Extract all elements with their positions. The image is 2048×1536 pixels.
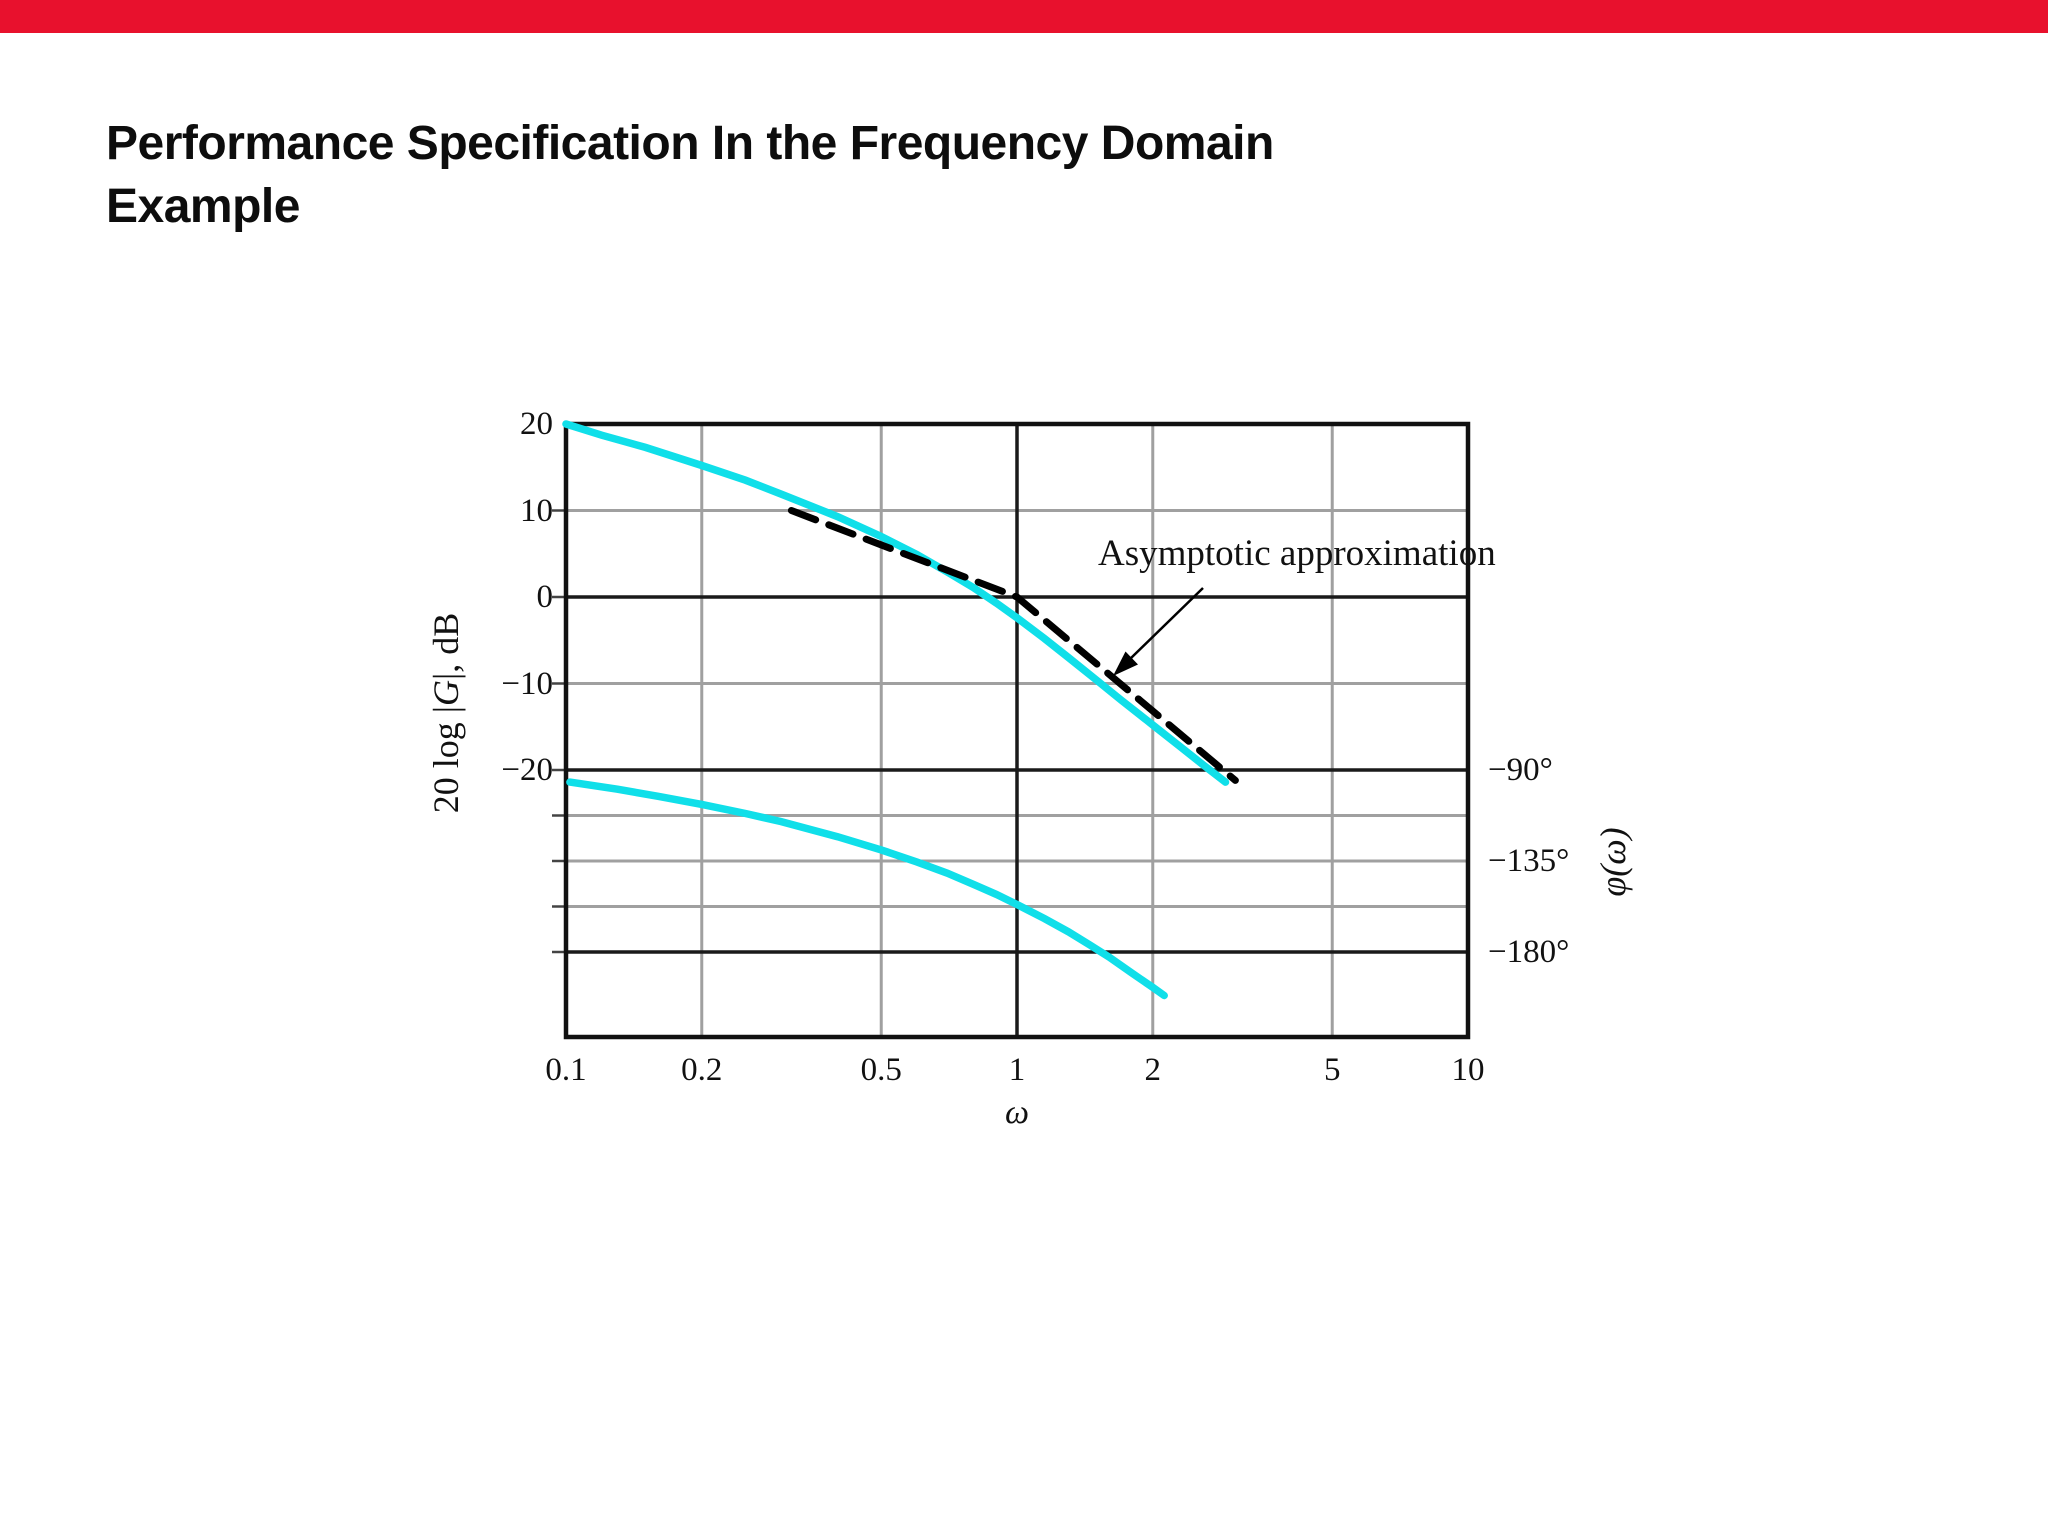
mag-tick-label: 10 bbox=[520, 492, 553, 529]
slide-title-line1: Performance Specification In the Frequen… bbox=[106, 117, 1274, 170]
mag-axis-label-prefix: 20 log | bbox=[426, 706, 466, 814]
series-phase-curve bbox=[566, 778, 1168, 1000]
phase-axis-label: φ(ω) bbox=[1593, 827, 1633, 897]
slide-title-line2: Example bbox=[106, 180, 300, 233]
mag-axis-label-symbol: G bbox=[426, 680, 466, 706]
x-tick-label: 10 bbox=[1451, 1052, 1485, 1088]
phase-tick-label: −90° bbox=[1488, 752, 1553, 788]
mag-axis-label-suffix: |, dB bbox=[426, 612, 466, 680]
mag-tick-label: −20 bbox=[501, 752, 553, 788]
x-tick-label: 5 bbox=[1323, 1052, 1341, 1088]
x-tick-label: 0.2 bbox=[681, 1052, 723, 1088]
series-magnitude-curve bbox=[562, 420, 1230, 786]
annotation-arrowhead bbox=[1113, 651, 1138, 676]
mag-tick-label: −10 bbox=[501, 665, 553, 702]
asymptotic-annotation-label: Asymptotic approximation bbox=[1098, 533, 1496, 574]
x-tick-label: 1 bbox=[1008, 1052, 1026, 1088]
x-tick-label: 2 bbox=[1144, 1052, 1162, 1088]
mag-tick-label: 0 bbox=[536, 579, 554, 615]
phase-tick-label: −180° bbox=[1488, 934, 1570, 970]
top-accent-bar bbox=[0, 0, 2048, 33]
x-tick-label: 0.5 bbox=[860, 1052, 902, 1088]
mag-tick-label: 20 bbox=[520, 406, 553, 442]
phase-tick-label: −135° bbox=[1488, 843, 1570, 879]
magnitude-axis-label: 20 log |G|, dB bbox=[424, 433, 468, 993]
plot-frame bbox=[563, 421, 1471, 1040]
annotation-arrow-line bbox=[1129, 587, 1204, 660]
slide-title: Performance Specification In the Frequen… bbox=[106, 112, 1606, 238]
series-asymptotic-approximation-curve bbox=[787, 507, 1239, 784]
x-tick-label: 0.1 bbox=[545, 1052, 587, 1088]
x-axis-label: ω bbox=[1004, 1094, 1029, 1131]
